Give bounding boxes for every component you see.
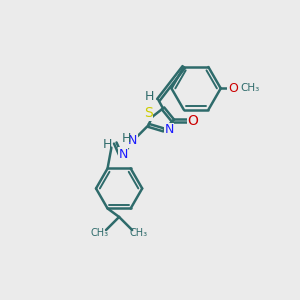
Text: H: H — [145, 90, 154, 103]
Text: O: O — [228, 82, 238, 95]
Text: N: N — [164, 123, 174, 136]
Text: N: N — [118, 148, 128, 161]
Text: H: H — [121, 132, 131, 145]
Text: CH₃: CH₃ — [129, 228, 147, 238]
Text: O: O — [188, 114, 199, 128]
Text: H: H — [103, 138, 112, 151]
Text: N: N — [128, 134, 137, 147]
Text: CH₃: CH₃ — [240, 83, 259, 93]
Text: CH₃: CH₃ — [91, 228, 109, 238]
Text: S: S — [144, 106, 153, 120]
